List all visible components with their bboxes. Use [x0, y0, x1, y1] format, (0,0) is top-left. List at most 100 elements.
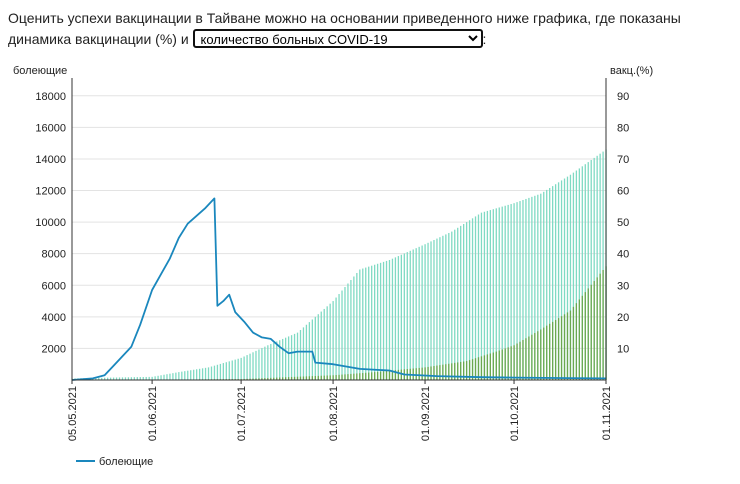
vax-first-dose-bar [350, 280, 352, 380]
vax-first-dose-bar [572, 172, 575, 380]
vax-first-dose-bar [442, 235, 444, 380]
vax-first-dose-bar [198, 368, 201, 380]
vax-first-dose-bar [403, 253, 405, 380]
vax-first-dose-bar [513, 203, 515, 380]
vax-first-dose-bar [273, 342, 275, 380]
vax-first-dose-bar [412, 249, 414, 380]
x-tick-label: 05.05.2021 [67, 386, 79, 441]
vax-full-dose-bar [525, 338, 527, 380]
x-tick-label: 01.07.2021 [236, 386, 248, 441]
vax-first-dose-bar [302, 327, 305, 380]
vax-first-dose-bar [436, 238, 438, 380]
vax-first-dose-bar [142, 377, 144, 380]
vax-full-dose-bar [365, 372, 367, 380]
vax-first-dose-bar [418, 246, 420, 380]
vax-first-dose-bar [207, 367, 210, 380]
vax-first-dose-bar [311, 319, 313, 380]
vax-first-dose-bar [368, 266, 370, 380]
vax-full-dose-bar [290, 376, 293, 380]
vax-first-dose-bar [531, 196, 533, 380]
vax-full-dose-bar [320, 375, 322, 380]
vax-full-dose-bar [243, 378, 245, 380]
vax-full-dose-bar [293, 376, 296, 380]
vax-full-dose-bar [492, 352, 494, 380]
vax-first-dose-bar [465, 222, 468, 380]
vax-first-dose-bar [365, 267, 367, 380]
vax-first-dose-bar [234, 359, 236, 380]
vax-first-dose-bar [578, 168, 580, 380]
vax-first-dose-bar [374, 264, 376, 380]
vax-first-dose-bar [460, 225, 462, 380]
vax-full-dose-bar [480, 356, 483, 380]
x-tick-label: 01.11.2021 [601, 386, 613, 440]
vax-full-dose-bar [394, 370, 397, 380]
vax-full-dose-bar [350, 373, 352, 380]
vax-first-dose-bar [362, 268, 364, 380]
vax-full-dose-bar [249, 378, 251, 380]
vax-first-dose-bar [439, 237, 441, 380]
vax-first-dose-bar [445, 234, 447, 380]
left-tick-label: 12000 [35, 186, 66, 198]
vax-first-dose-bar [388, 260, 391, 380]
vax-first-dose-bar [287, 336, 290, 380]
vax-first-dose-bar [489, 210, 491, 380]
vax-first-dose-bar [112, 377, 115, 380]
vax-first-dose-bar [101, 377, 103, 380]
vax-first-dose-bar [463, 224, 465, 380]
x-tick-label: 01.09.2021 [420, 386, 432, 441]
metric-select[interactable]: количество больных COVID-19 [192, 29, 483, 48]
vax-first-dose-bar [391, 258, 394, 380]
right-tick-label: 80 [617, 122, 629, 134]
vax-first-dose-bar [430, 241, 432, 380]
vax-full-dose-bar [267, 377, 269, 380]
vax-first-dose-bar [148, 376, 150, 380]
vax-full-dose-bar [436, 365, 438, 380]
vax-full-dose-bar [572, 306, 575, 380]
vax-full-dose-bar [305, 376, 308, 380]
vax-first-dose-bar [486, 210, 489, 380]
vax-full-dose-bar [563, 314, 566, 380]
vax-full-dose-bar [270, 377, 272, 380]
vax-first-dose-bar [501, 206, 503, 380]
vax-first-dose-bar [216, 364, 219, 380]
vax-full-dose-bar [519, 341, 521, 380]
vax-full-dose-bar [495, 351, 497, 380]
vax-full-dose-bar [540, 329, 542, 380]
vax-first-dose-bar [510, 204, 512, 380]
vax-full-dose-bar [385, 370, 388, 380]
vax-first-dose-bar [258, 349, 260, 380]
vax-full-dose-bar [507, 347, 509, 380]
vax-first-dose-bar [124, 377, 127, 380]
vax-full-dose-bar [560, 316, 563, 380]
vax-full-dose-bar [534, 332, 536, 380]
vax-first-dose-bar [326, 306, 328, 380]
vax-first-dose-bar [145, 376, 147, 380]
vax-full-dose-bar [273, 377, 275, 380]
vax-full-dose-bar [578, 299, 580, 380]
vax-first-dose-bar [196, 369, 198, 380]
vax-first-dose-bar [133, 377, 135, 380]
right-tick-label: 10 [617, 343, 629, 355]
vax-first-dose-bar [371, 265, 373, 380]
vax-full-dose-bar [510, 346, 512, 380]
vax-full-dose-bar [590, 284, 592, 380]
vax-full-dose-bar [379, 371, 382, 380]
vax-first-dose-bar [599, 153, 601, 380]
vaccination-bars [71, 149, 607, 380]
vax-full-dose-bar [448, 363, 450, 380]
intro-paragraph: Оценить успехи вакцинации в Тайване можн… [8, 8, 734, 50]
vax-first-dose-bar [379, 262, 382, 380]
vax-first-dose-bar [537, 194, 539, 380]
left-axis-title: болеющие [13, 65, 67, 77]
vax-first-dose-bar [477, 214, 480, 380]
vax-first-dose-bar [566, 176, 569, 380]
vax-first-dose-bar [115, 377, 118, 380]
vax-first-dose-bar [492, 209, 494, 380]
vax-first-dose-bar [516, 202, 518, 380]
vax-first-dose-bar [127, 377, 130, 380]
vax-first-dose-bar [293, 333, 296, 380]
left-tick-label: 2000 [42, 343, 66, 355]
vax-first-dose-bar [225, 362, 227, 380]
vax-first-dose-bar [587, 162, 589, 380]
